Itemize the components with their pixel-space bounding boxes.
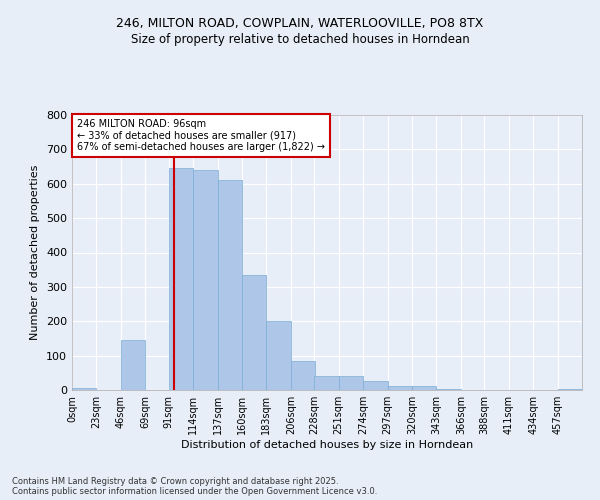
Bar [266,322,291,390]
Bar [338,376,363,390]
Text: 246 MILTON ROAD: 96sqm
← 33% of detached houses are smaller (917)
67% of semi-de: 246 MILTON ROAD: 96sqm ← 33% of detached… [77,119,325,152]
Bar [169,168,193,390]
Bar [557,389,582,390]
Bar [436,389,461,390]
Bar [388,386,412,390]
Text: Size of property relative to detached houses in Horndean: Size of property relative to detached ho… [131,32,469,46]
Text: 246, MILTON ROAD, COWPLAIN, WATERLOOVILLE, PO8 8TX: 246, MILTON ROAD, COWPLAIN, WATERLOOVILL… [116,18,484,30]
Bar [218,180,242,390]
Bar [314,376,338,390]
X-axis label: Distribution of detached houses by size in Horndean: Distribution of detached houses by size … [181,440,473,450]
Bar [412,386,436,390]
Bar [242,275,266,390]
Y-axis label: Number of detached properties: Number of detached properties [31,165,40,340]
Text: Contains public sector information licensed under the Open Government Licence v3: Contains public sector information licen… [12,488,377,496]
Text: Contains HM Land Registry data © Crown copyright and database right 2025.: Contains HM Land Registry data © Crown c… [12,478,338,486]
Bar [72,388,97,390]
Bar [363,382,388,390]
Bar [193,170,218,390]
Bar [121,340,145,390]
Bar [291,361,316,390]
